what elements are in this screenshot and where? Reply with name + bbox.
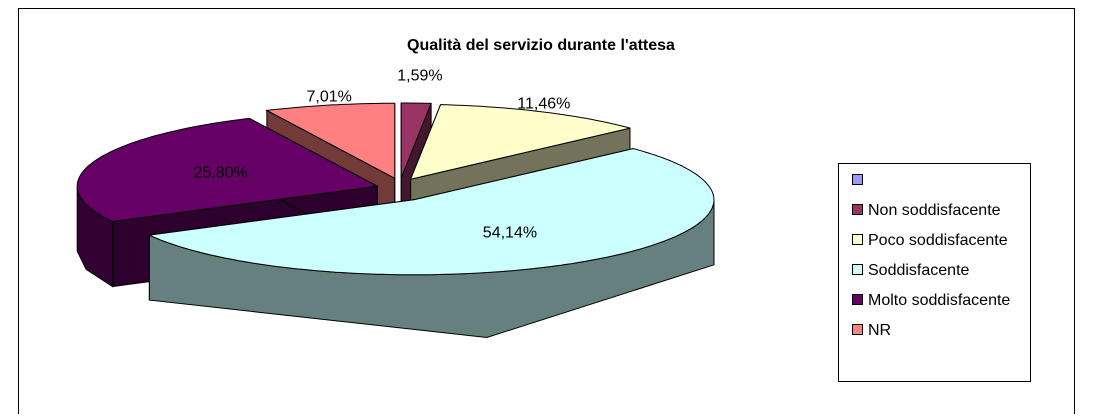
legend-label: Poco soddisfacente — [868, 232, 1008, 249]
data-label: 11,46% — [517, 95, 570, 112]
slice — [409, 104, 631, 180]
slice — [147, 148, 715, 276]
legend-label: NR — [868, 322, 891, 339]
slice — [265, 102, 396, 180]
legend-swatch — [852, 204, 863, 215]
data-label: 1,59% — [397, 68, 442, 85]
legend-box — [838, 163, 1031, 382]
chart-title: Qualità del servizio durante l'attesa — [407, 37, 675, 54]
data-label: 7,01% — [307, 88, 352, 105]
legend-label: Soddisfacente — [868, 262, 970, 279]
slice — [76, 117, 379, 223]
legend-label: Non soddisfacente — [868, 202, 1001, 219]
legend-label: Molto soddisfacente — [868, 292, 1010, 309]
legend-swatch — [852, 324, 863, 335]
legend-swatch — [852, 234, 863, 245]
data-label: 25,80% — [193, 164, 247, 181]
data-label: 54,14% — [483, 225, 537, 242]
slice — [400, 102, 432, 179]
legend-swatch — [852, 174, 863, 185]
legend-swatch — [852, 294, 863, 305]
legend-swatch — [852, 264, 863, 275]
